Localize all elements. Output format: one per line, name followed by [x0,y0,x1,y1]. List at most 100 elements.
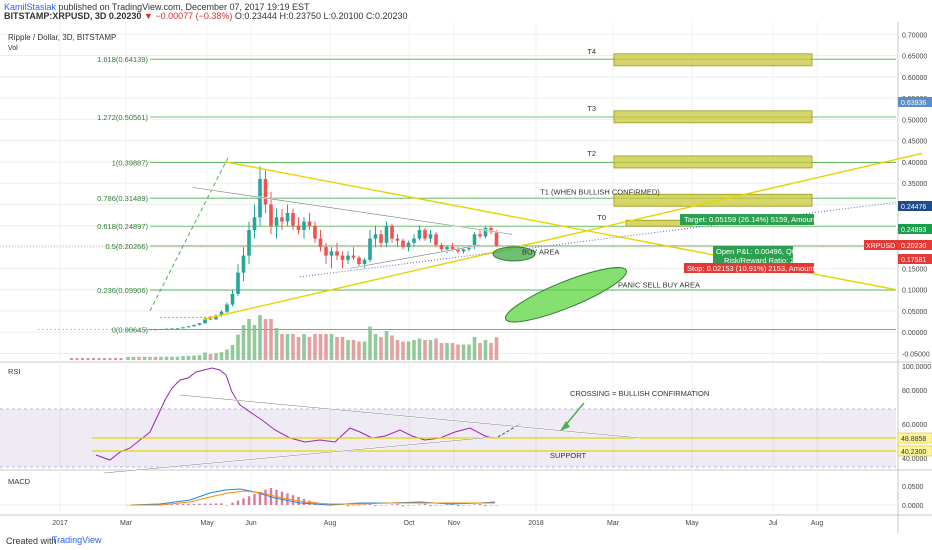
y-tick-label: 0.45000 [902,139,927,146]
volume-bar [373,334,378,360]
target-info-box [680,214,814,225]
author-link[interactable]: KamilStasiak [4,2,57,12]
macd-histogram-bar [401,505,405,507]
macd-histogram-bar [495,505,498,506]
volume-bar [296,337,301,360]
candle-body [313,225,317,239]
y-tick-label: 0.00000 [902,330,927,337]
rsi-title: RSI [8,367,21,376]
stop-info-box [684,263,814,273]
candle-body [291,213,295,226]
macd-histogram-bar [176,504,179,505]
volume-bar [357,341,361,360]
volume-bar [478,343,482,360]
x-tick-label: Nov [448,520,461,527]
fib-level-label: 0.236(0.09906) [97,286,148,295]
price-badge-text: 0.17581 [901,257,926,264]
macd-histogram-bar [423,503,427,505]
candle-body [164,328,169,330]
macd-histogram-bar [253,494,256,505]
macd-histogram-bar [374,505,377,507]
macd-histogram-bar [231,502,234,505]
volume-bar [291,334,295,360]
x-tick-label: 2018 [528,520,544,527]
volume-bar [230,345,235,360]
candle-body [406,242,411,248]
pnl-info-box [713,246,793,267]
macd-histogram-bar [220,503,223,505]
volume-bar [97,358,101,360]
price-change: ▼ −0.00077 (−0.38%) [143,11,233,21]
volume-bar [483,340,488,360]
volume-bar [417,338,422,360]
candle-body [192,324,196,327]
volume-bar [368,326,372,360]
target-box [613,193,813,207]
macd-histogram-bar [346,505,350,507]
candle-body [126,329,130,331]
candle-body [357,257,361,265]
macd-histogram-bar [236,500,240,505]
volume-bar [362,341,367,360]
macd-histogram-bar [363,504,366,505]
rsi-tick-label: 100.0000 [902,364,931,371]
macd-histogram-bar [225,505,229,506]
y-tick-label: 0.70000 [902,32,927,39]
chart-background [0,22,932,533]
x-tick-label: 2017 [52,520,68,527]
target-label: T1 (WHEN BULLISH CONFIRMED) [540,187,660,196]
volume-bar [395,340,400,360]
volume-bar [346,340,350,360]
volume-bar [225,349,229,360]
candle-body [318,238,323,248]
x-tick-label: Aug [324,520,337,527]
candle-body [302,221,306,231]
candle-body [263,178,268,205]
y-tick-label: 0.10000 [902,288,927,295]
candle-body [230,293,235,305]
candle-body [274,217,279,226]
candle-body [296,225,301,231]
volume-bar [489,343,493,360]
volume-bar [131,356,136,360]
candle-body [148,329,152,331]
candle-body [461,249,466,252]
volume-bar [384,331,389,360]
macd-histogram-bar [484,505,487,507]
tradingview-logo[interactable]: TradingView [52,535,102,545]
candle-body [412,238,416,243]
symbol-badge-text: XRPUSD [866,243,895,250]
candle-body [483,227,488,237]
y-tick-label: -0.05000 [902,351,930,358]
candle-body [445,247,449,250]
volume-bar [175,356,180,360]
candle-body [225,304,229,312]
volume-bar [181,356,185,360]
candle-body [450,247,455,250]
x-tick-label: May [200,520,214,527]
price-chart[interactable]: 0.700000.650000.600000.550000.500000.450… [0,0,932,533]
macd-histogram-bar [489,505,493,506]
pnl-info-text: Open P&L: 0.00496, Qty: 23 [716,247,810,256]
volume-bar [75,358,79,360]
publish-line: KamilStasiak published on TradingView.co… [4,2,310,12]
candle-body [131,329,136,331]
volume-bar [456,344,460,360]
x-tick-label: Mar [120,520,133,527]
stop-info-text: Stop: 0.02153 (10.91%) 2153, Amount: 1.5 [687,264,829,273]
candle-body [186,326,191,328]
volume-bar [324,334,328,360]
candle-body [329,251,334,256]
symbol-badge [864,240,898,250]
candle-body [351,255,356,258]
panic-area-label: PANIC SELL BUY AREA [618,281,700,290]
x-tick-label: Jul [769,520,778,527]
volume-bar [307,337,312,360]
candle-body [340,255,345,260]
candle-body [175,328,180,330]
footer: Created with TradingView [0,533,932,550]
candle-body [373,234,378,239]
target-label: T3 [587,104,596,113]
macd-histogram-bar [192,503,196,505]
price-badge-text: 0.63936 [901,100,926,107]
